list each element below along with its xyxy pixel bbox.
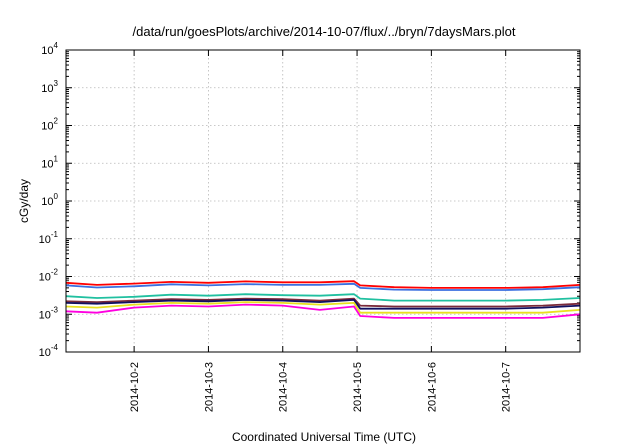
- y-tick-label: 100: [41, 192, 58, 208]
- y-tick-label: 10-4: [39, 343, 59, 359]
- x-tick-label: 2014-10-6: [426, 362, 438, 412]
- x-tick-label: 2014-10-7: [501, 362, 513, 412]
- series-line-6: [65, 301, 581, 314]
- grid: [66, 50, 580, 352]
- series-line-3: [65, 293, 581, 302]
- y-tick-label: 103: [41, 79, 58, 95]
- y-tick-label: 104: [41, 41, 58, 57]
- chart-title: /data/run/goesPlots/archive/2014-10-07/f…: [133, 24, 516, 39]
- x-axis-label: Coordinated Universal Time (UTC): [232, 430, 416, 444]
- y-axis-ticks: 10-4 10-3 10-2 10-1 100 101 102 103 104: [39, 41, 580, 359]
- series-line-4: [65, 297, 581, 308]
- y-tick-label: 10-2: [39, 268, 59, 284]
- x-tick-label: 2014-10-5: [352, 362, 364, 412]
- plot-frame: [65, 49, 581, 353]
- series-line-5: [65, 298, 581, 310]
- series-lines: [65, 280, 581, 319]
- x-tick-label: 2014-10-3: [203, 362, 215, 412]
- y-tick-label: 10-1: [39, 230, 59, 246]
- y-axis-label: cGy/day: [17, 179, 31, 223]
- x-tick-label: 2014-10-4: [278, 362, 290, 412]
- y-tick-label: 10-3: [39, 305, 59, 321]
- x-tick-label: 2014-10-2: [129, 362, 141, 412]
- series-line-2: [65, 282, 581, 291]
- y-tick-label: 102: [41, 117, 58, 133]
- series-line-1: [65, 280, 581, 289]
- y-tick-label: 101: [41, 154, 58, 170]
- series-line-7: [65, 303, 581, 319]
- x-axis-ticks: 2014-10-2 2014-10-3 2014-10-4 2014-10-5 2014…: [129, 50, 513, 412]
